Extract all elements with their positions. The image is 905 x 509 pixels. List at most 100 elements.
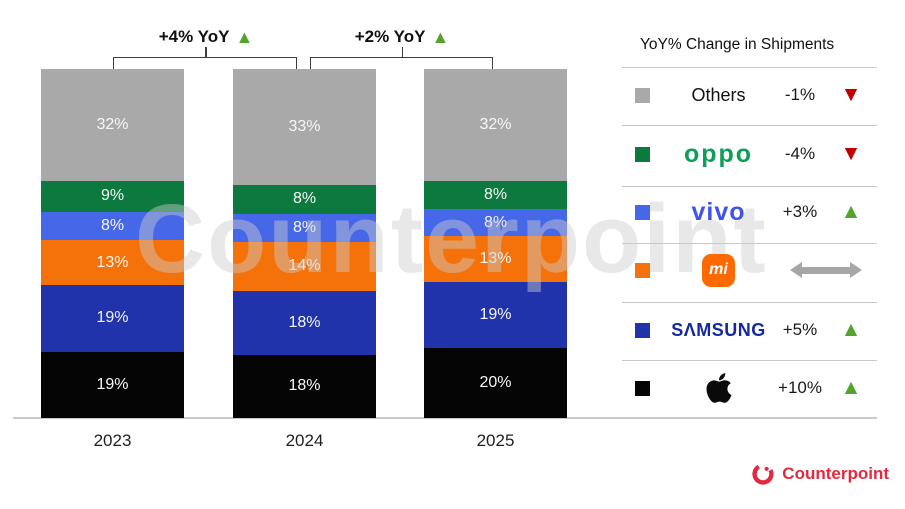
bar-segment-samsung[interactable]: 19% [41, 285, 184, 352]
segment-value-label: 8% [483, 185, 508, 203]
oppo-logo: oppo [683, 139, 754, 168]
swatch-cell [622, 380, 662, 396]
swatch-cell [622, 262, 662, 278]
legend-divider [622, 125, 877, 126]
samsung-color-swatch [634, 322, 650, 338]
up-triangle-icon: ▲ [840, 318, 862, 341]
yoy-annotation-text: +4% YoY [158, 27, 230, 46]
flat-cell [775, 261, 877, 278]
segment-value-label: 20% [479, 374, 512, 392]
swatch-cell [622, 146, 662, 162]
vivo-change-value: +3% [782, 202, 818, 221]
logo-cell: SΛMSUNG [662, 321, 775, 339]
stacked-bar-2023[interactable]: 32% 9% 8% 13% 19% 19% [41, 69, 184, 418]
legend-row-oppo[interactable]: oppo -4% ▼ [622, 125, 877, 183]
logo-cell: Others [662, 85, 775, 106]
logo-cell: oppo [662, 139, 775, 168]
segment-value-label: 19% [96, 375, 129, 393]
segment-value-label: 8% [292, 218, 317, 236]
x-axis-label-2024: 2024 [285, 431, 324, 450]
oppo-change-value: -4% [784, 144, 816, 163]
others-color-swatch [634, 87, 650, 103]
counterpoint-logo-icon [752, 463, 774, 485]
segment-value-label: 18% [288, 313, 321, 331]
bar-segment-xiaomi[interactable]: 13% [424, 236, 567, 282]
apple-change-value: +10% [778, 378, 822, 397]
legend-row-others[interactable]: Others -1% ▼ [622, 66, 877, 124]
down-triangle-icon: ▼ [840, 142, 862, 165]
bracket-2023-2024 [113, 47, 297, 69]
legend-row-vivo[interactable]: vivo +3% ▲ [622, 183, 877, 241]
swatch-cell [622, 204, 662, 220]
legend-row-apple[interactable]: +10% ▲ [622, 359, 877, 417]
bar-segment-oppo[interactable]: 8% [233, 185, 376, 214]
bar-segment-oppo[interactable]: 8% [424, 180, 567, 209]
xiaomi-color-swatch [634, 262, 650, 278]
others-change-value: -1% [784, 85, 816, 104]
oppo-color-swatch [634, 146, 650, 162]
stacked-bar-2025[interactable]: 32% 8% 8% 13% 19% 20% [424, 69, 567, 418]
apple-logo-icon [706, 373, 732, 403]
swatch-cell [622, 322, 662, 338]
yoy-annotation-text: +2% YoY [354, 27, 426, 46]
bar-segment-vivo[interactable]: 8% [41, 212, 184, 240]
segment-value-label: 8% [292, 190, 317, 208]
up-triangle-icon: ▲ [840, 200, 862, 223]
legend-divider [622, 302, 877, 303]
bar-segment-oppo[interactable]: 9% [41, 180, 184, 213]
segment-value-label: 18% [288, 377, 321, 395]
others-label: Others [691, 84, 746, 105]
bar-segment-xiaomi[interactable]: 13% [41, 239, 184, 286]
segment-value-label: 9% [100, 187, 125, 205]
segment-value-label: 19% [96, 309, 129, 327]
down-triangle-icon: ▼ [840, 83, 862, 106]
bar-segment-apple[interactable]: 20% [424, 348, 567, 418]
legend-title: YoY% Change in Shipments [640, 36, 835, 53]
samsung-change-value: +5% [782, 320, 818, 339]
bar-segment-samsung[interactable]: 18% [233, 291, 376, 355]
vivo-color-swatch [634, 204, 650, 220]
logo-cell: vivo [662, 197, 775, 226]
logo-cell: mi [662, 253, 775, 287]
bar-segment-apple[interactable]: 18% [233, 354, 376, 418]
yoy-annotation-2024-2025: +2% YoY ▲ [355, 27, 450, 47]
x-axis-label-2025: 2025 [476, 431, 515, 450]
bar-segment-others[interactable]: 32% [424, 69, 567, 181]
x-axis-line [13, 417, 877, 419]
logo-cell [662, 371, 775, 405]
segment-value-label: 8% [100, 217, 125, 235]
bar-segment-vivo[interactable]: 8% [233, 213, 376, 242]
counterpoint-brand[interactable]: Counterpoint [751, 462, 889, 486]
segment-value-label: 13% [96, 253, 129, 271]
swatch-cell [622, 87, 662, 103]
legend-divider [622, 186, 877, 187]
bar-segment-xiaomi[interactable]: 14% [233, 241, 376, 292]
x-axis-label-2023: 2023 [93, 431, 132, 450]
legend-row-samsung[interactable]: SΛMSUNG +5% ▲ [622, 301, 877, 359]
stacked-bar-2024[interactable]: 33% 8% 8% 14% 18% 18% [233, 69, 376, 418]
segment-value-label: 13% [479, 250, 512, 268]
bracket-2024-2025 [310, 47, 493, 69]
legend-row-xiaomi[interactable]: mi [622, 241, 877, 299]
bar-segment-apple[interactable]: 19% [41, 351, 184, 418]
samsung-logo: SΛMSUNG [671, 320, 766, 340]
bar-segment-vivo[interactable]: 8% [424, 208, 567, 237]
yoy-annotation-2023-2024: +4% YoY ▲ [159, 27, 254, 47]
bar-segment-others[interactable]: 33% [233, 69, 376, 186]
bar-segment-samsung[interactable]: 19% [424, 281, 567, 349]
legend-divider [622, 67, 877, 68]
vivo-logo: vivo [691, 197, 746, 226]
apple-color-swatch [634, 380, 650, 396]
up-triangle-icon: ▲ [840, 376, 862, 399]
xiaomi-mi-logo: mi [702, 253, 735, 287]
segment-value-label: 32% [479, 115, 512, 133]
bar-segment-others[interactable]: 32% [41, 69, 184, 181]
segment-value-label: 19% [479, 305, 512, 323]
segment-value-label: 33% [288, 118, 321, 136]
counterpoint-logo-text: Counterpoint [782, 464, 889, 483]
up-triangle-icon: ▲ [235, 27, 254, 47]
segment-value-label: 8% [483, 213, 508, 231]
up-triangle-icon: ▲ [431, 27, 450, 47]
legend-divider [622, 243, 877, 244]
